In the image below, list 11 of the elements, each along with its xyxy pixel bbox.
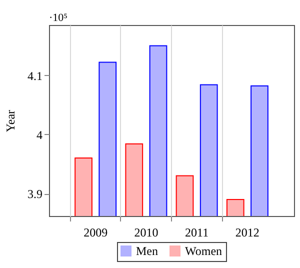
y-axis-title: Year: [4, 110, 18, 132]
text: ·10⁵: [49, 12, 68, 24]
y-tick-label: 4: [36, 128, 42, 142]
x-tick-label: 2011: [185, 226, 209, 240]
x-tick-label: 2009: [84, 226, 108, 240]
x-tick-label: 2012: [235, 226, 260, 240]
legend-label: Women: [185, 244, 222, 258]
y-tick-label: 4.1: [28, 68, 42, 83]
x-tick-label: 2010: [134, 226, 158, 240]
legend-label: Men: [136, 244, 158, 258]
y-tick-label: 3.9: [28, 187, 42, 202]
